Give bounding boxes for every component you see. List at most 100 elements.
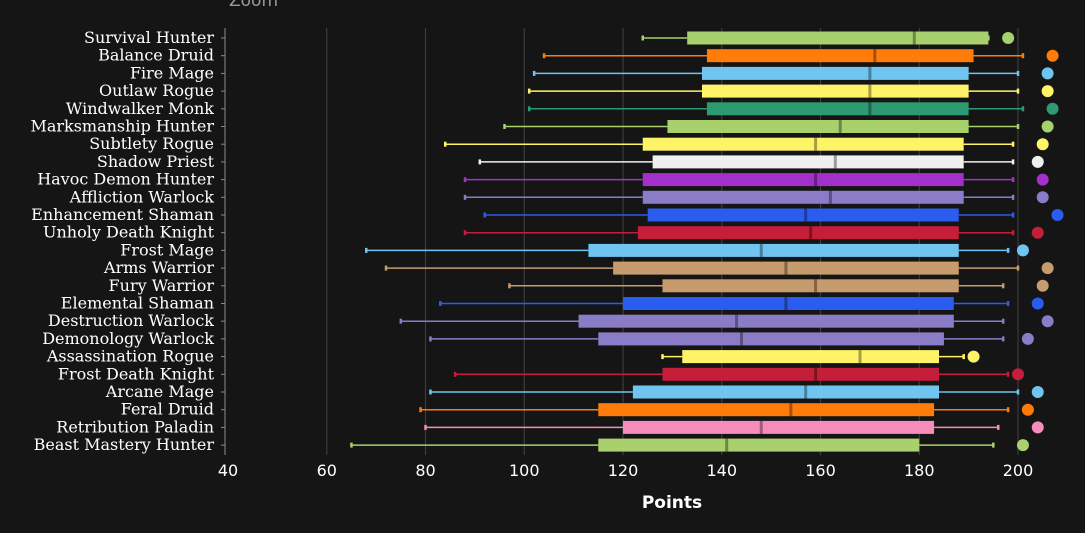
box-group	[365, 243, 1029, 257]
outlier-point	[1012, 368, 1024, 381]
category-label: Affliction Warlock	[69, 187, 215, 206]
box-group	[483, 208, 1064, 222]
box-group	[527, 84, 1054, 98]
outlier-point	[1041, 120, 1054, 133]
box	[623, 420, 935, 434]
outlier-point	[1031, 155, 1044, 168]
grid-lines	[326, 28, 1019, 455]
box	[702, 84, 969, 98]
box-group	[439, 297, 1044, 310]
box-group	[424, 420, 1044, 434]
category-label: Havoc Demon Hunter	[37, 170, 214, 189]
box-group	[419, 403, 1034, 417]
box	[642, 173, 964, 187]
outlier-point	[1031, 386, 1044, 398]
box	[662, 367, 939, 381]
x-tick-label: 40	[218, 461, 238, 480]
outlier-point	[1031, 226, 1044, 239]
box	[588, 243, 959, 257]
box	[642, 190, 964, 204]
category-label: Frost Mage	[120, 240, 214, 259]
box-group	[542, 49, 1059, 63]
box	[702, 66, 969, 80]
box-group	[444, 137, 1049, 151]
box	[642, 137, 964, 151]
box-group	[453, 367, 1024, 381]
box	[706, 49, 974, 63]
outlier-point	[1021, 403, 1034, 416]
x-tick-label: 200	[1003, 461, 1034, 480]
x-tick-label: 180	[904, 461, 935, 480]
box-group	[463, 173, 1049, 187]
category-label: Outlaw Rogue	[99, 81, 214, 100]
category-label: Retribution Paladin	[56, 417, 214, 436]
outlier-point	[1041, 85, 1054, 98]
box	[578, 314, 954, 328]
category-label: Unholy Death Knight	[43, 223, 215, 242]
outlier-point	[1041, 67, 1054, 80]
x-tick-label: 120	[608, 461, 639, 480]
box-group	[463, 226, 1044, 240]
x-tick-label: 160	[805, 461, 836, 480]
category-label: Windwalker Monk	[66, 99, 214, 118]
x-axis-title: Points	[642, 493, 702, 513]
category-label: Fire Mage	[130, 63, 214, 82]
category-label: Enhancement Shaman	[31, 205, 214, 224]
box	[613, 261, 959, 275]
outlier-point	[1046, 102, 1059, 115]
box	[647, 208, 959, 222]
outlier-point	[1041, 315, 1054, 328]
category-label: Destruction Warlock	[48, 311, 214, 330]
box	[632, 385, 939, 399]
category-label: Elemental Shaman	[61, 294, 214, 313]
box-group	[463, 190, 1049, 204]
box-group	[399, 314, 1054, 328]
category-label: Demonology Warlock	[42, 329, 214, 348]
outlier-point	[1002, 32, 1015, 44]
box	[623, 297, 954, 310]
box	[598, 332, 944, 346]
box	[682, 350, 939, 364]
outlier-point	[1051, 209, 1064, 221]
box-group	[478, 155, 1044, 169]
category-label: Marksmanship Hunter	[30, 117, 214, 136]
outlier-point	[1041, 262, 1054, 275]
box	[598, 403, 935, 417]
category-label: Survival Hunter	[84, 28, 214, 47]
x-axis-ticks: 40 60 80 100 120 140 160 180 200	[218, 461, 1033, 480]
category-label: Balance Druid	[98, 46, 214, 65]
category-label: Feral Druid	[121, 400, 214, 419]
outlier-point	[1046, 49, 1059, 62]
box-group	[508, 279, 1049, 293]
outlier-point	[1036, 138, 1049, 151]
box-group	[429, 385, 1044, 399]
box	[667, 120, 969, 133]
box-group	[350, 438, 1029, 452]
category-label: Shadow Priest	[97, 152, 215, 171]
box	[637, 226, 959, 240]
box-group	[641, 31, 1015, 45]
outlier-point	[1036, 173, 1049, 186]
category-label: Arms Warrior	[103, 258, 214, 277]
box	[662, 279, 959, 293]
outlier-point	[1036, 191, 1049, 204]
category-label: Subtlety Rogue	[89, 134, 214, 153]
box	[598, 438, 920, 452]
outlier-point	[1016, 244, 1029, 257]
x-tick-label: 140	[706, 461, 737, 480]
x-tick-label: 80	[415, 461, 435, 480]
outlier-point	[967, 350, 980, 363]
outlier-point	[1016, 439, 1029, 452]
x-tick-label: 60	[317, 461, 337, 480]
box-group	[384, 261, 1054, 275]
zoom-label[interactable]: Zoom	[229, 0, 279, 11]
category-label: Frost Death Knight	[58, 364, 215, 383]
box-group	[503, 120, 1054, 133]
category-label: Arcane Mage	[105, 382, 214, 401]
box-group	[661, 350, 980, 364]
x-tick-label: 100	[509, 461, 540, 480]
y-axis	[221, 28, 226, 455]
outlier-point	[1036, 279, 1049, 292]
box-group	[429, 332, 1034, 346]
